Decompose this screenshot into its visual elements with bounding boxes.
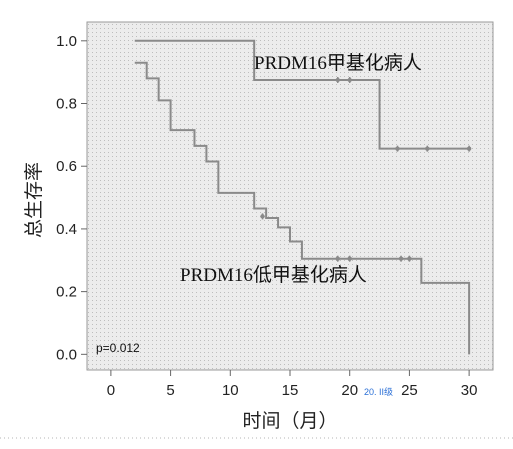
y-axis: 0.0 0.2 0.4 0.6 0.8 1.0: [56, 33, 87, 363]
series-label-methylated: PRDM16甲基化病人: [254, 52, 422, 74]
censor-dot: [347, 77, 352, 83]
series-layer: [134, 39, 472, 355]
x-tick-label: 20: [341, 382, 358, 399]
censor-dot: [425, 146, 430, 151]
y-tick-label: 0.8: [56, 96, 77, 113]
x-tick-label: 25: [401, 382, 418, 399]
y-tick-label: 0.0: [56, 346, 77, 363]
censor-dot: [395, 146, 400, 151]
y-tick-label: 0.2: [56, 284, 77, 301]
watermark-text: 20. II级: [364, 386, 393, 397]
y-axis-title: 总生存率: [23, 162, 45, 238]
censor-dot: [335, 77, 340, 83]
censor-dot: [407, 256, 412, 261]
x-tick-label: 0: [107, 382, 115, 399]
y-tick-label: 0.6: [56, 158, 77, 175]
x-tick-label: 10: [222, 382, 239, 399]
censor-dot: [466, 146, 472, 151]
series-line-1: [134, 39, 470, 150]
censor-dot: [260, 214, 265, 219]
x-tick-label: 15: [282, 382, 299, 399]
y-tick-label: 0.4: [56, 221, 77, 238]
censor-dot: [398, 256, 404, 261]
plot-area: [86, 21, 494, 371]
x-axis-title: 时间（月）: [242, 410, 337, 432]
p-value-label: p=0.012: [96, 341, 140, 355]
censor-dot: [335, 256, 340, 261]
censor-dot: [347, 256, 352, 261]
x-tick-label: 30: [461, 382, 478, 399]
series-line-2: [134, 61, 471, 355]
x-tick-label: 5: [166, 382, 174, 399]
series-label-hypomethylated: PRDM16低甲基化病人: [180, 264, 367, 286]
y-tick-label: 1.0: [56, 33, 77, 50]
x-axis: 0 5 10 15 20 25 30: [107, 370, 478, 399]
